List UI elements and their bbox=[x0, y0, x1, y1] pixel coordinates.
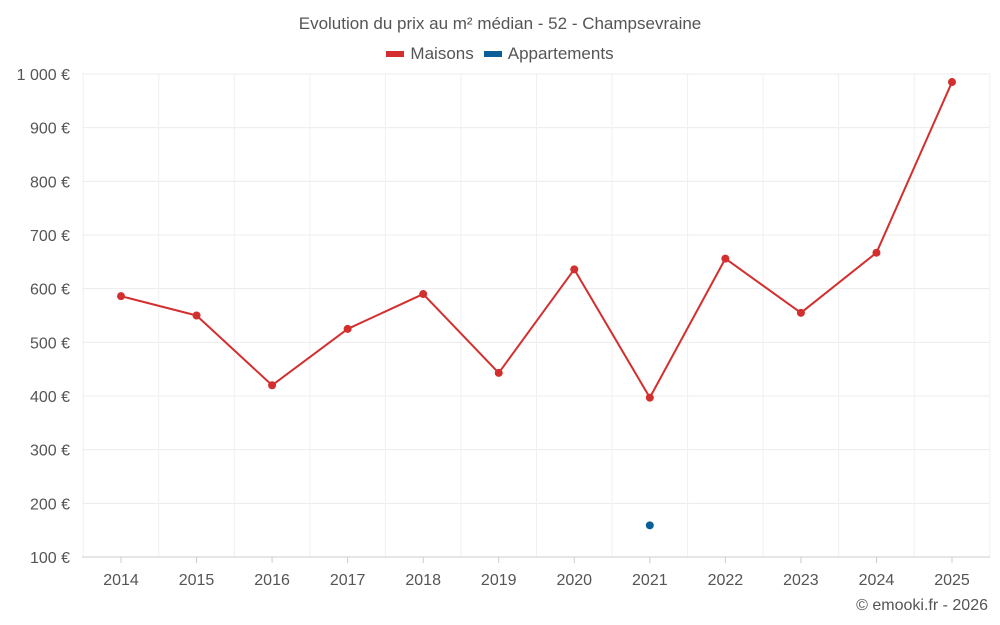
series-maisons-point bbox=[192, 311, 201, 320]
x-tick-label: 2015 bbox=[179, 572, 215, 589]
y-tick-label: 800 € bbox=[30, 174, 70, 191]
x-tick-label: 2020 bbox=[556, 572, 592, 589]
series-maisons-line bbox=[120, 81, 953, 399]
y-tick-label: 1 000 € bbox=[17, 67, 70, 84]
series-maisons-point bbox=[796, 308, 805, 317]
y-tick-label: 400 € bbox=[30, 389, 70, 406]
series-maisons-point bbox=[570, 265, 579, 274]
series-maisons-point bbox=[268, 381, 277, 390]
x-tick-label: 2016 bbox=[254, 572, 290, 589]
y-tick-label: 700 € bbox=[30, 228, 70, 245]
x-tick-label: 2019 bbox=[481, 572, 517, 589]
chart-title: Evolution du prix au m² médian - 52 - Ch… bbox=[298, 14, 702, 33]
x-tick-label: 2025 bbox=[934, 572, 970, 589]
legend-item-appartements[interactable]: Appartements bbox=[483, 44, 614, 64]
series-maisons-point bbox=[721, 254, 730, 263]
x-tick-label: 2017 bbox=[330, 572, 366, 589]
legend-swatch-appartements bbox=[483, 51, 502, 57]
series-appartements-point bbox=[645, 521, 654, 530]
credit-text: © emooki.fr - 2026 bbox=[856, 597, 988, 614]
x-tick-label: 2024 bbox=[859, 572, 895, 589]
legend-item-maisons[interactable]: Maisons bbox=[386, 44, 474, 64]
x-tick-label: 2023 bbox=[783, 572, 819, 589]
series-maisons-point bbox=[872, 248, 881, 257]
x-tick-label: 2021 bbox=[632, 572, 668, 589]
series-maisons-point bbox=[645, 393, 654, 402]
legend-swatch-maisons bbox=[386, 51, 405, 57]
y-tick-label: 500 € bbox=[30, 335, 70, 352]
legend-label-appartements: Appartements bbox=[507, 44, 614, 63]
series-maisons-point bbox=[419, 290, 428, 299]
series-maisons-point bbox=[343, 324, 352, 333]
x-tick-label: 2022 bbox=[708, 572, 744, 589]
x-tick-label: 2018 bbox=[405, 572, 441, 589]
y-tick-label: 100 € bbox=[30, 550, 70, 567]
series-maisons-point bbox=[117, 292, 125, 301]
y-tick-label: 300 € bbox=[30, 443, 70, 460]
x-tick-label: 2014 bbox=[103, 572, 139, 589]
y-tick-label: 900 € bbox=[30, 121, 70, 138]
legend: Maisons Appartements bbox=[0, 44, 1000, 64]
y-tick-label: 200 € bbox=[30, 496, 70, 513]
legend-label-maisons: Maisons bbox=[410, 44, 474, 63]
series-maisons-point bbox=[948, 78, 956, 87]
y-tick-label: 600 € bbox=[30, 282, 70, 299]
series-maisons-point bbox=[494, 368, 503, 377]
